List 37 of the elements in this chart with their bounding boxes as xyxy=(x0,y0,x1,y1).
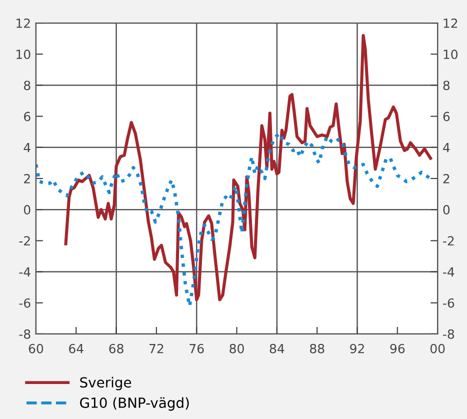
y-tick-label: -4 xyxy=(19,267,30,277)
y-tick-label: 4 xyxy=(24,143,30,152)
y-tick-label: -8 xyxy=(19,329,30,339)
y2-tick-label: 6 xyxy=(443,112,450,122)
legend-label: G10 (BNP-vägd) xyxy=(80,397,189,411)
x-tick-label: 88 xyxy=(310,344,324,354)
x-tick-label: 64 xyxy=(69,344,84,354)
y2-tick-label: 2 xyxy=(443,174,450,184)
y2-tick-label: -8 xyxy=(443,329,454,339)
y-tick-label: -2 xyxy=(19,236,30,246)
legend-label: Sverige xyxy=(80,376,132,390)
y2-tick-label: -6 xyxy=(443,298,454,308)
y-tick-label: 8 xyxy=(24,80,30,90)
x-tick-label: 00 xyxy=(430,344,445,354)
y-tick-label: 12 xyxy=(16,18,30,28)
line-series xyxy=(64,34,432,302)
x-tick-label: 96 xyxy=(390,344,405,354)
y2-tick-label: -4 xyxy=(443,267,454,277)
x-tick-label: 80 xyxy=(230,344,244,354)
y2-tick-label: 4 xyxy=(443,143,450,152)
y2-tick-label: 10 xyxy=(444,50,458,60)
x-tick-label: 76 xyxy=(190,344,204,354)
y-tick-label: -6 xyxy=(19,298,30,308)
line-series xyxy=(36,132,432,308)
x-tick-label: 60 xyxy=(28,344,44,354)
y-tick-label: 6 xyxy=(24,112,30,122)
x-tick-label: 72 xyxy=(150,344,164,354)
x-tick-label: 84 xyxy=(270,344,284,354)
y2-tick-label: -2 xyxy=(443,236,454,246)
x-tick-label: 92 xyxy=(350,344,364,354)
y2-tick-label: 12 xyxy=(444,18,458,28)
y2-tick-label: 8 xyxy=(443,80,450,90)
x-tick-label: 68 xyxy=(109,344,124,354)
y-tick-label: 10 xyxy=(16,50,30,60)
y-tick-label: 0 xyxy=(24,205,30,215)
y2-tick-label: 0 xyxy=(443,205,450,215)
y-tick-label: 2 xyxy=(24,174,30,184)
